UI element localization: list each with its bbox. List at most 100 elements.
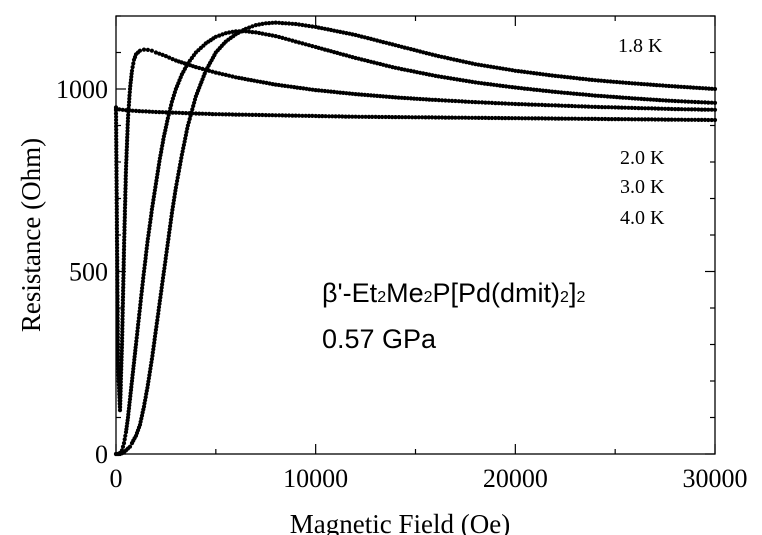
data-point [576,104,581,109]
data-point [121,279,126,284]
data-point [424,97,429,102]
data-point [153,327,158,332]
data-point [220,32,225,37]
data-point [255,79,260,84]
data-point [118,379,123,385]
data-point [160,282,165,287]
data-point [516,116,521,121]
data-point [115,319,120,324]
data-point [596,104,601,110]
data-point [138,295,144,301]
data-point [630,81,635,86]
data-point [440,115,445,120]
data-point [553,103,558,108]
data-point [603,105,608,110]
data-point [440,98,445,103]
data-point [583,92,589,97]
data-point [118,376,123,381]
data-point [696,100,701,105]
data-point [353,114,358,119]
data-point [496,101,501,106]
data-point [115,296,120,301]
data-point [513,116,518,121]
data-point [679,117,684,122]
data-point [115,258,120,263]
data-point [180,149,185,154]
data-point [150,204,155,209]
data-point [123,170,128,175]
annotation-4-0k: 4.0 K [620,207,665,229]
data-point [559,116,565,121]
data-point [300,113,305,118]
data-point [240,29,245,34]
data-point [114,178,119,183]
data-point [115,309,120,314]
data-point [133,348,138,353]
data-point [223,31,228,36]
data-point [482,81,487,86]
data-point [133,108,139,113]
data-point [148,220,153,225]
data-point [170,96,175,101]
data-point [156,311,161,316]
data-point [296,113,302,118]
data-point [611,94,616,99]
data-point [114,188,119,193]
data-point [649,117,654,122]
data-point [183,136,188,141]
data-point [178,159,183,164]
data-point [125,125,130,130]
data-point [180,110,185,116]
data-point [371,93,377,98]
data-point [183,133,188,138]
data-point [237,29,242,34]
data-point [115,354,120,359]
data-point [174,182,179,187]
data-point [167,227,172,232]
data-point [162,262,167,268]
data-point [120,339,125,344]
data-point [114,159,119,164]
data-point [283,36,288,41]
data-point [167,230,172,235]
data-point [153,331,158,336]
data-point [160,275,166,281]
data-point [300,22,305,28]
data-point [148,363,153,368]
data-point [115,312,120,317]
data-point [433,97,438,102]
data-point [145,385,150,390]
data-point [686,117,691,122]
data-point [310,44,315,49]
data-point [706,107,711,112]
data-point [146,379,151,384]
data-point [648,97,653,102]
data-point [571,91,576,96]
data-point [135,329,140,334]
data-point [227,30,232,35]
data-point [163,256,168,261]
data-point [590,77,595,82]
data-point [127,99,132,105]
data-point [163,110,168,115]
data-point [683,99,688,104]
data-point [310,24,315,29]
data-point [143,395,148,400]
data-point [115,252,120,257]
data-point [129,68,135,73]
data-point [115,347,120,353]
data-point [114,216,119,222]
data-point [673,84,678,89]
data-point [359,92,364,97]
data-point [296,22,302,27]
data-point [507,67,512,72]
data-point [119,354,124,360]
data-point [114,181,119,186]
data-point [643,106,648,111]
data-point [156,165,161,170]
data-point [569,116,575,121]
data-point [273,20,278,25]
data-point [125,116,131,121]
data-point [386,114,391,120]
axis-tick-labels: 0 10000 20000 30000 0 500 1000 [56,75,748,493]
